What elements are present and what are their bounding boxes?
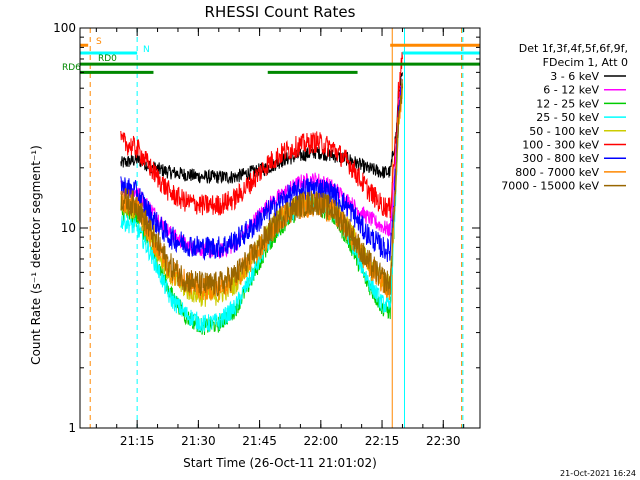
y-tick-label-0: 1 (68, 421, 76, 435)
state-label-2: RD0 (98, 54, 117, 64)
legend-header-line-2: FDecim 1, Att 0 (543, 56, 628, 69)
x-tick-label-0: 21:15 (120, 434, 155, 448)
series-line-6 (120, 78, 403, 263)
x-tick-label-5: 22:30 (426, 434, 461, 448)
legend-label-8: 7000 - 15000 keV (501, 180, 599, 193)
chart-title: RHESSI Count Rates (205, 3, 356, 21)
legend-header-line-1: Det 1f,3f,4f,5f,6f,9f, (519, 42, 628, 55)
x-tick-label-3: 22:00 (304, 434, 339, 448)
legend-label-3: 25 - 50 keV (536, 111, 599, 124)
y-tick-label-2: 100 (53, 21, 76, 35)
legend-label-4: 50 - 100 keV (529, 125, 599, 138)
legend-label-1: 6 - 12 keV (543, 84, 599, 97)
x-tick-label-1: 21:30 (181, 434, 216, 448)
series-line-1 (120, 79, 403, 259)
y-axis-label: Count Rate (s⁻¹ detector segment⁻¹) (29, 145, 43, 365)
footer-timestamp: 21-Oct-2021 16:24 (560, 469, 636, 478)
state-label-1: N (143, 45, 150, 55)
state-label-3: RD6 (62, 63, 81, 73)
legend-label-2: 12 - 25 keV (536, 97, 599, 110)
legend-label-5: 100 - 300 keV (522, 139, 599, 152)
y-tick-label-1: 10 (61, 221, 76, 235)
series-line-0 (120, 72, 403, 185)
series-line-5 (120, 52, 403, 219)
x-tick-label-2: 21:45 (242, 434, 277, 448)
series-line-8 (120, 79, 403, 297)
x-axis-label: Start Time (26-Oct-11 21:01:02) (183, 456, 377, 470)
legend-label-7: 800 - 7000 keV (515, 166, 599, 179)
legend-label-6: 300 - 800 keV (522, 152, 599, 165)
state-label-0: S (96, 37, 102, 47)
x-tick-label-4: 22:15 (365, 434, 400, 448)
legend-label-0: 3 - 6 keV (550, 70, 599, 83)
